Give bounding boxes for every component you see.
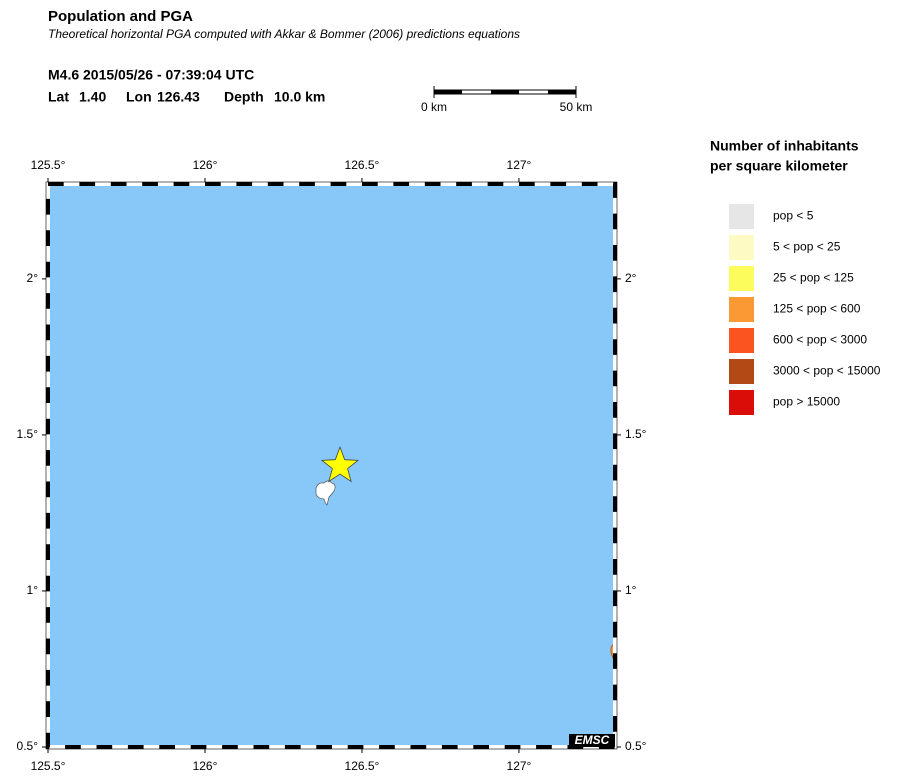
x-tick-label: 125.5° [31,759,66,773]
lon-label: Lon [126,89,152,105]
depth-value: 10.0 km [274,89,325,105]
map: 125.5° 125.5° 126° 126° 126.5° 126.5° 127° 127°… [17,158,647,773]
legend-swatch [729,390,754,415]
legend-label: 125 < pop < 600 [773,302,861,316]
legend-swatch [729,204,754,229]
x-tick-label: 126° [193,759,218,773]
frame-dash [46,182,617,749]
title: Population and PGA [48,8,193,25]
legend-swatch [729,359,754,384]
lon-value: 126.43 [157,89,200,105]
y-tick-label: 0.5° [17,739,39,753]
logo: EMSC [575,733,610,747]
x-tick-label: 126.5° [345,158,380,172]
x-tick-label: 127° [507,759,532,773]
frame-outline [45,181,618,750]
map-frame [45,181,618,750]
legend: pop < 5 5 < pop < 25 25 < pop < 125 125 < p… [729,204,881,415]
lat-label: Lat [48,89,69,105]
legend-swatch [729,328,754,353]
legend-title: per square kilometer [710,158,848,174]
y-tick-label: 0.5° [625,739,647,753]
scale-start: 0 km [421,100,447,114]
legend-label: 25 < pop < 125 [773,271,854,285]
legend-swatch [729,235,754,260]
subtitle: Theoretical horizontal PGA computed with… [48,27,520,41]
y-tick-label: 1.5° [17,427,39,441]
legend-swatch [729,266,754,291]
y-tick-label: 1° [27,583,39,597]
y-tick-label: 1° [625,583,637,597]
logo-bg [569,734,615,747]
x-tick-label: 127° [507,158,532,172]
legend-label: pop < 5 [773,209,814,223]
x-tick-label: 126° [193,158,218,172]
y-tick-label: 2° [625,271,637,285]
island [315,480,336,506]
legend-label: 600 < pop < 3000 [773,333,867,347]
x-tick-label: 125.5° [31,158,66,172]
legend-label: 3000 < pop < 15000 [773,364,881,378]
depth-label: Depth [224,89,264,105]
event: M4.6 2015/05/26 - 07:39:04 UTC [48,67,254,83]
x-tick-label: 126.5° [345,759,380,773]
epicenter [320,445,360,483]
legend-title: Number of inhabitants [710,138,859,154]
y-tick-label: 2° [27,271,39,285]
scale-end: 50 km [560,100,593,114]
legend-label: pop > 15000 [773,395,840,409]
legend-label: 5 < pop < 25 [773,240,841,254]
scale-bar [433,86,577,98]
legend-swatch [729,297,754,322]
lat-value: 1.40 [79,89,106,105]
y-tick-label: 1.5° [625,427,647,441]
